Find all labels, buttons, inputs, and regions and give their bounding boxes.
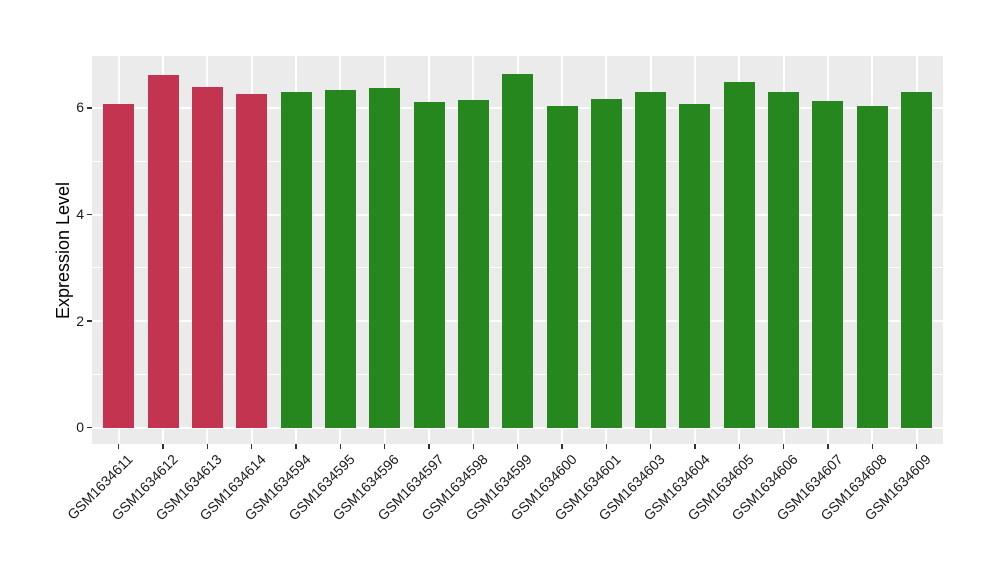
bar-GSM1634605 — [723, 81, 755, 428]
x-tick-mark-GSM1634599 — [516, 444, 519, 449]
bar-GSM1634614 — [236, 93, 268, 428]
y-tick-label: 4 — [76, 206, 84, 222]
y-tick-label: 0 — [76, 419, 84, 436]
x-tick-mark-GSM1634611 — [117, 444, 120, 449]
y-tick-mark-2 — [87, 320, 92, 322]
bar-GSM1634596 — [369, 88, 401, 428]
bar-GSM1634606 — [768, 91, 800, 428]
bar-GSM1634600 — [546, 105, 578, 428]
y-axis-title: Expression Level — [53, 181, 74, 319]
x-tick-mark-GSM1634614 — [250, 444, 253, 449]
x-tick-mark-GSM1634606 — [782, 444, 785, 449]
y-tick-mark-0 — [87, 426, 92, 429]
x-tick-mark-GSM1634605 — [738, 444, 741, 449]
bar-GSM1634612 — [147, 74, 179, 428]
bar-GSM1634607 — [812, 100, 844, 428]
bar-GSM1634603 — [635, 92, 667, 428]
x-tick-mark-GSM1634601 — [605, 444, 608, 449]
plot-panel — [92, 56, 943, 444]
x-tick-mark-GSM1634603 — [649, 444, 652, 449]
bar-GSM1634611 — [103, 104, 135, 428]
y-tick-mark-6 — [87, 107, 92, 109]
bar-GSM1634613 — [191, 87, 223, 428]
bar-GSM1634598 — [457, 99, 489, 428]
bar-GSM1634597 — [413, 101, 445, 428]
x-tick-mark-GSM1634613 — [206, 444, 209, 449]
bar-GSM1634608 — [856, 105, 888, 428]
y-tick-label: 6 — [76, 99, 84, 116]
x-tick-mark-GSM1634604 — [694, 444, 696, 449]
y-tick-mark-4 — [87, 213, 92, 216]
bar-GSM1634599 — [502, 74, 534, 428]
x-tick-mark-GSM1634597 — [428, 444, 430, 449]
bar-GSM1634604 — [679, 104, 711, 428]
x-tick-mark-GSM1634608 — [871, 444, 874, 449]
x-tick-mark-GSM1634596 — [383, 444, 386, 449]
x-tick-mark-GSM1634612 — [162, 444, 164, 449]
bar-GSM1634609 — [901, 92, 933, 428]
y-tick-label: 2 — [76, 312, 84, 329]
x-tick-mark-GSM1634609 — [915, 444, 918, 449]
x-tick-mark-GSM1634595 — [339, 444, 342, 449]
x-tick-mark-GSM1634600 — [561, 444, 563, 449]
bar-GSM1634594 — [280, 91, 312, 428]
x-tick-mark-GSM1634598 — [472, 444, 475, 449]
bar-GSM1634601 — [590, 98, 622, 428]
x-tick-mark-GSM1634607 — [827, 444, 829, 449]
bar-GSM1634595 — [324, 90, 356, 428]
x-tick-mark-GSM1634594 — [295, 444, 297, 449]
